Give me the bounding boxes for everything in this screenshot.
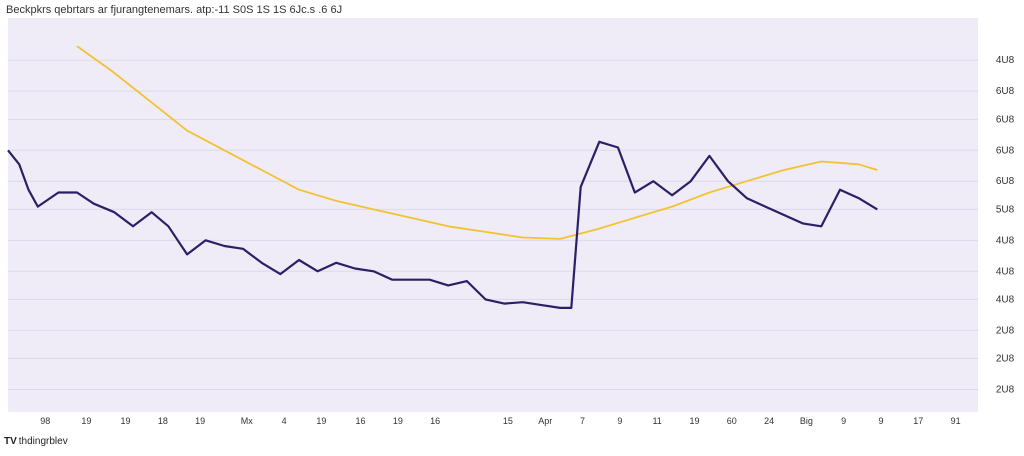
x-tick-label: 11 [652,416,661,426]
x-tick-label: 16 [356,416,366,426]
y-tick-label: 4U8 [996,266,1015,277]
x-tick-label: 16 [430,416,440,426]
y-tick-label: 2U8 [996,384,1015,395]
tradingview-logo[interactable]: TV thdingrblev [4,436,68,447]
x-tick-label: 19 [316,416,326,426]
y-tick-label: 6U8 [996,145,1015,156]
y-tick-label: 4U8 [996,55,1015,66]
x-tick-label: 4 [282,416,287,426]
x-tick-label: 19 [195,416,205,426]
y-tick-label: 2U8 [996,325,1015,336]
x-tick-label: Apr [538,416,552,426]
x-tick-label: 91 [951,416,961,426]
logo-text: thdingrblev [19,436,68,447]
x-tick-label: 7 [580,416,585,426]
chart[interactable]: 2U8 2U8 2U8 4U8 4U8 4U8 5U8 6U8 6U8 6U8 6U8 4U8 98 1… [0,0,1024,456]
x-tick-label: 19 [393,416,403,426]
x-tick-label: Mx [241,416,253,426]
y-tick-label: 6U8 [996,86,1015,97]
x-tick-label: 60 [727,416,737,426]
x-tick-label: 9 [617,416,622,426]
x-tick-label: 15 [503,416,513,426]
x-axis: 98 19 19 18 19 Mx 4 19 16 19 16 15 Apr 7 9 11 19 60 24 Big 9… [40,416,960,426]
x-tick-label: 17 [913,416,923,426]
x-tick-label: Big [800,416,813,426]
y-tick-label: 6U8 [996,114,1015,125]
logo-mark: TV [4,436,17,447]
x-tick-label: 98 [40,416,50,426]
x-tick-label: 18 [158,416,168,426]
y-tick-label: 2U8 [996,354,1015,365]
x-tick-label: 19 [689,416,699,426]
y-tick-label: 6U8 [996,176,1015,187]
x-tick-label: 19 [121,416,131,426]
x-tick-label: 24 [764,416,774,426]
y-axis: 2U8 2U8 2U8 4U8 4U8 4U8 5U8 6U8 6U8 6U8 6U8 4U8 [996,55,1015,395]
x-tick-label: 9 [878,416,883,426]
y-tick-label: 5U8 [996,204,1015,215]
y-tick-label: 4U8 [996,294,1015,305]
x-tick-label: 9 [841,416,846,426]
y-tick-label: 4U8 [996,235,1015,246]
x-tick-label: 19 [81,416,91,426]
